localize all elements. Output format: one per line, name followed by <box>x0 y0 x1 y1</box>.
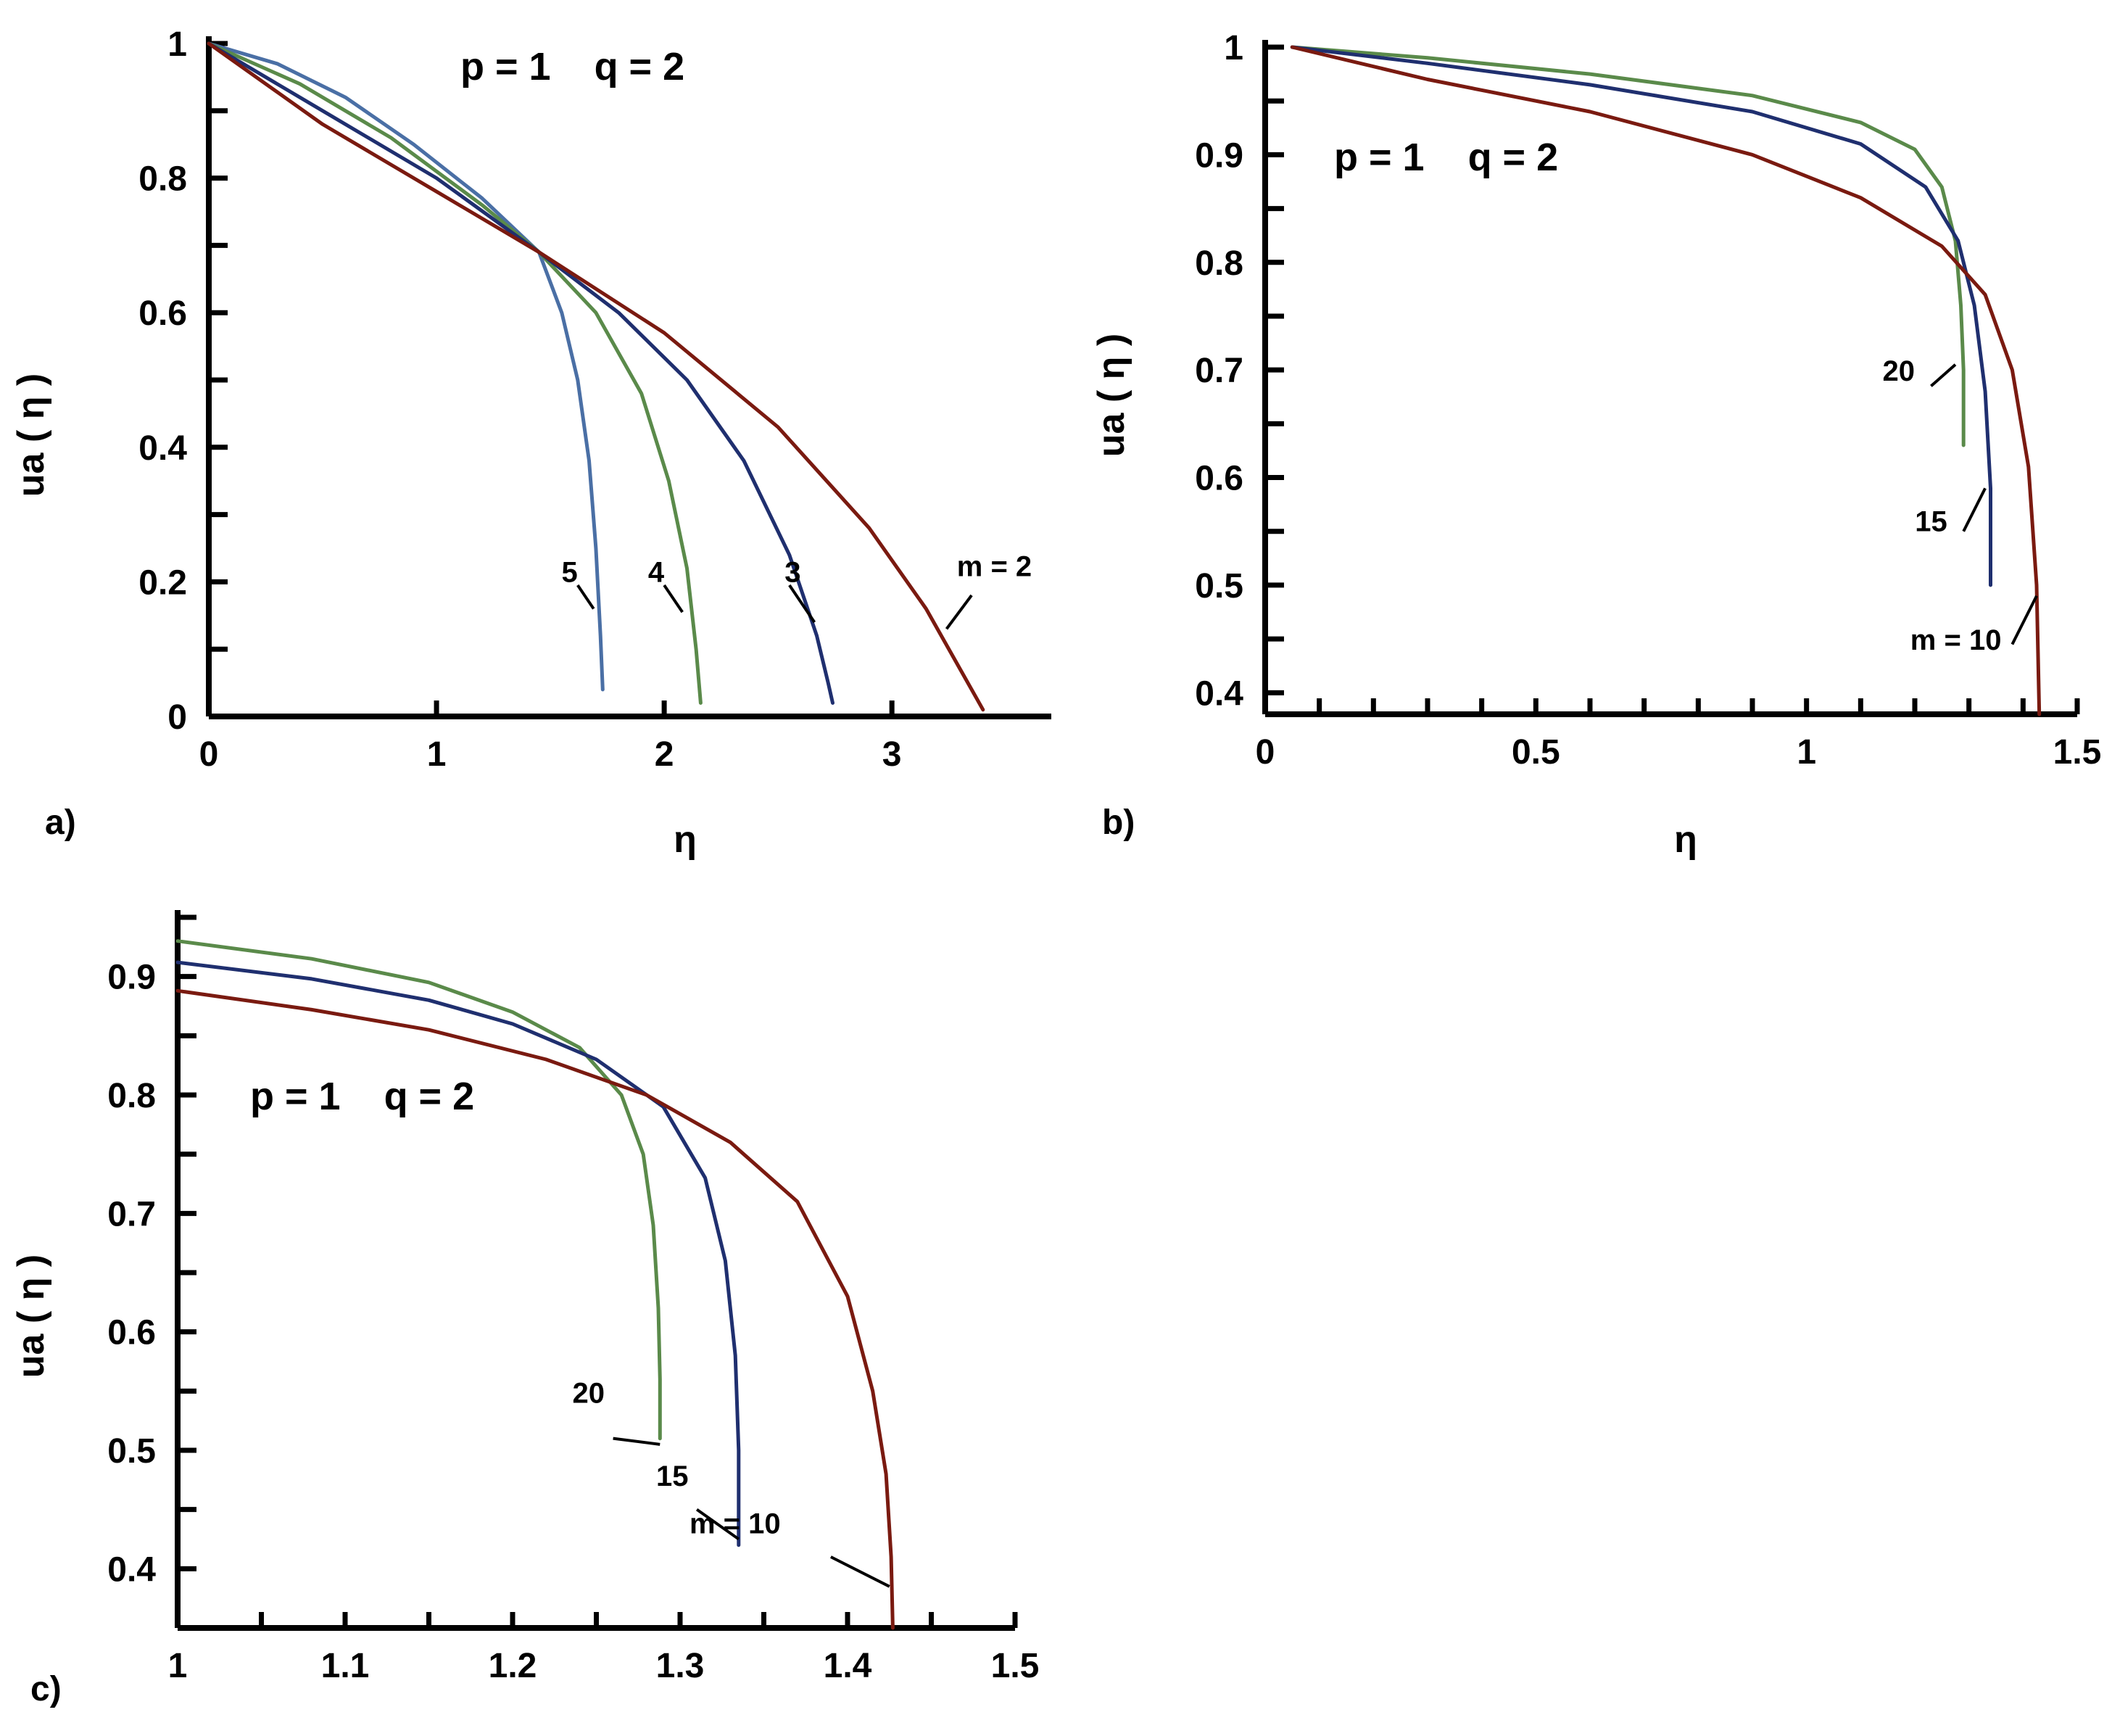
x-tick-label: 1.5 <box>991 1647 1040 1685</box>
y-tick-label: 0.4 <box>107 1550 156 1589</box>
series-line-3 <box>207 41 985 712</box>
y-tick-label: 0.8 <box>138 160 187 199</box>
y-axis-label: ua ( η ) <box>10 373 52 497</box>
x-tick-label: 3 <box>882 735 902 774</box>
y-tick-label: 0.5 <box>1195 567 1243 605</box>
series-label: m = 2 <box>957 550 1032 582</box>
params-annotation: p = 1 q = 2 <box>460 45 684 88</box>
chart-panel-b: 0 0.5 1 1.5 0.4 0.5 0.6 0.7 0.8 0.9 1 η ua ( η ) p = … <box>1090 29 2101 861</box>
panel-label: b) <box>1102 803 1135 842</box>
series-label: 15 <box>656 1460 689 1492</box>
x-axis-label: η <box>674 819 697 861</box>
series-label-leader <box>788 584 816 624</box>
series-line-1 <box>207 41 703 705</box>
y-tick-label: 0.6 <box>138 294 187 333</box>
series-label-leader <box>576 584 595 610</box>
series-line-0 <box>175 939 662 1441</box>
params-annotation: p = 1 q = 2 <box>1334 136 1558 179</box>
y-tick-label: 0.4 <box>138 429 187 468</box>
x-tick-label: 1 <box>1797 733 1816 772</box>
y-axis-label: ua ( η ) <box>10 1255 52 1378</box>
series-label-leader <box>829 1555 890 1588</box>
x-tick-label: 1.4 <box>824 1647 872 1685</box>
y-tick-label: 0.2 <box>138 563 187 602</box>
series-label-leader <box>663 584 684 613</box>
panel-label: a) <box>45 803 76 842</box>
series-line-1 <box>1290 45 1992 587</box>
x-tick-label: 2 <box>655 735 674 774</box>
chart-panel-a: 0 1 2 3 0 0.2 0.4 0.6 0.8 1 η ua ( η ) p = 1 q = 2 a)… <box>10 25 1051 861</box>
y-tick-label: 0.7 <box>107 1195 156 1233</box>
x-tick-label: 0 <box>1256 733 1275 772</box>
series-label: 20 <box>1883 355 1916 387</box>
panel-label: c) <box>30 1670 62 1708</box>
x-tick-label: 0.5 <box>1512 733 1560 772</box>
series-label: m = 10 <box>1910 624 2002 656</box>
series-label-leader <box>1962 487 1987 532</box>
y-tick-label: 0.6 <box>1195 460 1243 498</box>
params-annotation: p = 1 q = 2 <box>250 1075 474 1118</box>
series-label-leader <box>945 594 973 630</box>
x-tick-label: 0 <box>199 735 219 774</box>
series-line-1 <box>175 960 741 1547</box>
series-line-2 <box>1290 45 2042 716</box>
x-tick-label: 1 <box>427 735 447 774</box>
series-label-leader <box>2010 595 2038 645</box>
series-line-0 <box>1290 45 1966 447</box>
y-tick-label: 0.4 <box>1195 674 1243 713</box>
series-line-0 <box>207 41 605 692</box>
x-tick-label: 1.5 <box>2053 733 2102 772</box>
y-tick-label: 0.5 <box>107 1432 156 1471</box>
series-label: 5 <box>562 556 578 588</box>
x-tick-label: 1.1 <box>321 1647 370 1685</box>
y-tick-label: 0.6 <box>107 1314 156 1352</box>
series-label: 15 <box>1915 506 1947 538</box>
series-label: 4 <box>648 556 665 588</box>
y-tick-label: 0.8 <box>107 1077 156 1115</box>
series-label-leader <box>613 1437 660 1446</box>
y-tick-label: 0 <box>167 698 187 737</box>
series-label-leader <box>695 1508 740 1541</box>
series-line-2 <box>207 41 835 705</box>
series-label: 3 <box>784 556 800 588</box>
series-label: 20 <box>573 1378 605 1410</box>
x-axis-label: η <box>1674 819 1697 861</box>
y-tick-label: 0.7 <box>1195 352 1243 390</box>
y-tick-label: 0.9 <box>107 959 156 997</box>
y-axis-label: ua ( η ) <box>1090 334 1132 457</box>
x-tick-label: 1.2 <box>489 1647 537 1685</box>
x-tick-label: 1 <box>168 1647 188 1685</box>
y-tick-label: 1 <box>167 25 187 64</box>
y-tick-label: 1 <box>1224 29 1243 67</box>
y-tick-label: 0.8 <box>1195 244 1243 283</box>
x-tick-label: 1.3 <box>656 1647 705 1685</box>
series-label-leader <box>1930 363 1957 387</box>
chart-panel-c: 1 1.1 1.2 1.3 1.4 1.5 0.4 0.5 0.6 0.7 0.8 0.9 ua ( η… <box>10 910 1039 1708</box>
y-tick-label: 0.9 <box>1195 136 1243 175</box>
series-line-2 <box>175 988 895 1630</box>
series-label: m = 10 <box>689 1508 781 1539</box>
